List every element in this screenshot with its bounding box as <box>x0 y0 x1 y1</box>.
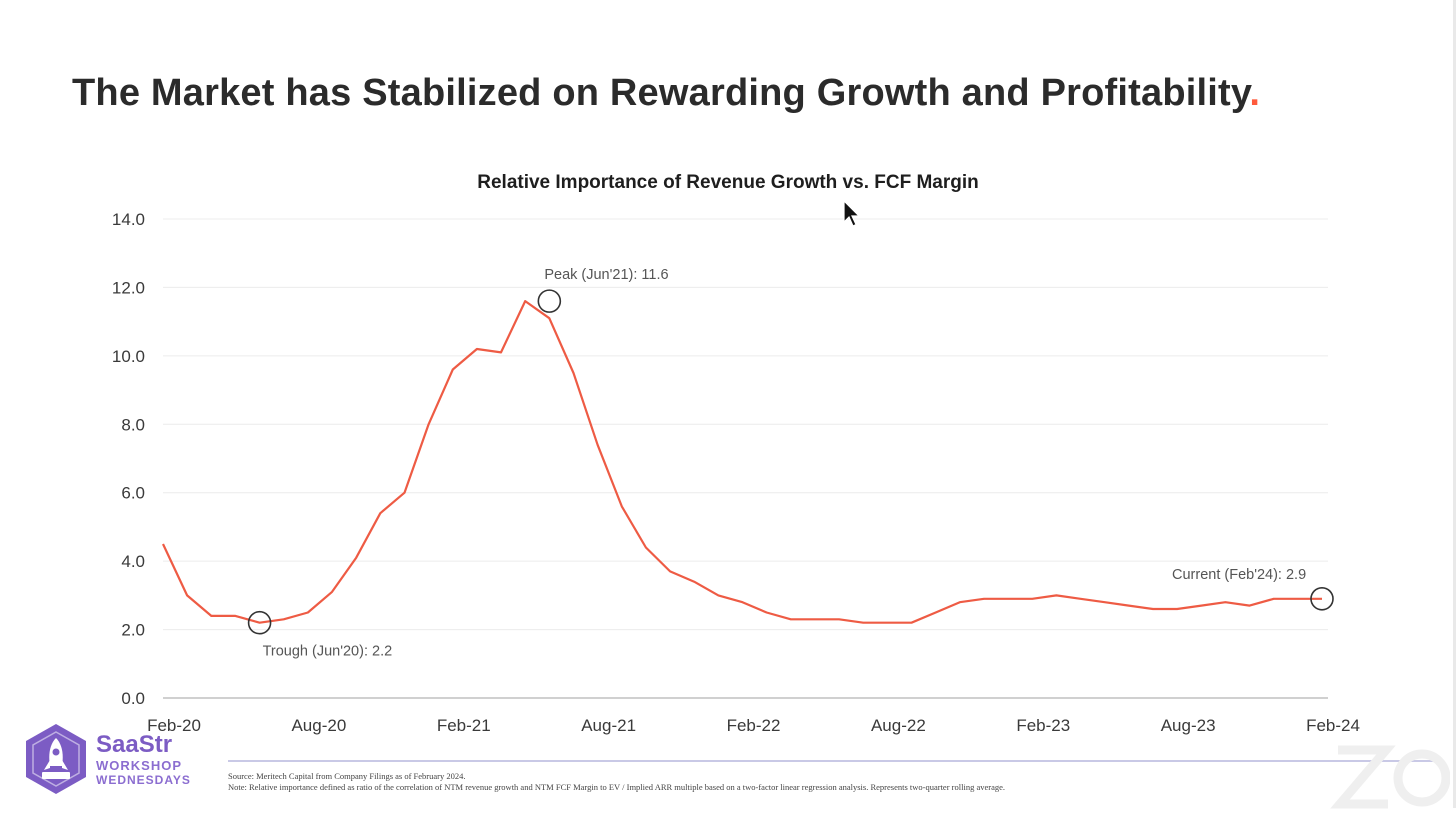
x-tick-label: Feb-24 <box>1306 716 1360 735</box>
x-tick-label: Aug-22 <box>871 716 926 735</box>
logo-subtitle-workshop: WORKSHOP <box>96 758 182 773</box>
annotation-label: Current (Feb'24): 2.9 <box>1172 567 1306 583</box>
logo-name: SaaStr <box>96 731 173 758</box>
footer-divider <box>228 760 1438 762</box>
x-tick-label: Feb-23 <box>1016 716 1070 735</box>
annotation-marker <box>1310 586 1334 611</box>
logo-subtitle-wednesdays: WEDNESDAYS <box>96 773 191 787</box>
video-watermark-icon <box>1330 742 1451 829</box>
annotation-label: Trough (Jun'20): 2.2 <box>263 644 393 660</box>
chart-title: Relative Importance of Revenue Growth vs… <box>477 172 979 193</box>
slide-title-text: The Market has Stabilized on Rewarding G… <box>72 72 1250 114</box>
saastr-logo-icon <box>26 724 86 794</box>
annotation-marker <box>537 289 562 313</box>
x-tick-label: Feb-21 <box>437 716 491 735</box>
source-note: Source: Meritech Capital from Company Fi… <box>228 771 466 781</box>
definition-note: Note: Relative importance defined as rat… <box>228 782 1005 792</box>
y-tick-label: 0.0 <box>121 689 145 708</box>
line-chart: 0.0 2.0 4.0 6.0 8.0 10.0 12.0 14.0 Feb-20 Aug-20 F… <box>112 210 1360 735</box>
y-tick-label: 12.0 <box>112 278 145 297</box>
y-tick-label: 14.0 <box>112 210 145 229</box>
y-tick-label: 10.0 <box>112 347 145 366</box>
slide-title: The Market has Stabilized on Rewarding G… <box>72 72 1260 115</box>
x-tick-label: Feb-22 <box>727 716 781 735</box>
x-tick-label: Aug-23 <box>1161 716 1216 735</box>
y-tick-label: 4.0 <box>121 552 145 571</box>
mouse-cursor-icon <box>843 200 861 227</box>
x-tick-label: Aug-20 <box>291 716 346 735</box>
x-tick-label: Feb-20 <box>147 716 201 735</box>
y-tick-label: 6.0 <box>121 484 145 503</box>
y-tick-label: 8.0 <box>121 415 145 434</box>
footnotes: Source: Meritech Capital from Company Fi… <box>228 771 1005 793</box>
annotation-label: Peak (Jun'21): 11.6 <box>544 267 668 283</box>
title-accent-dot: . <box>1249 72 1261 114</box>
annotation-marker <box>247 610 272 635</box>
x-tick-label: Aug-21 <box>581 716 636 735</box>
series-line <box>162 300 1322 624</box>
slide-right-edge <box>1453 0 1456 808</box>
y-tick-label: 2.0 <box>121 621 145 640</box>
